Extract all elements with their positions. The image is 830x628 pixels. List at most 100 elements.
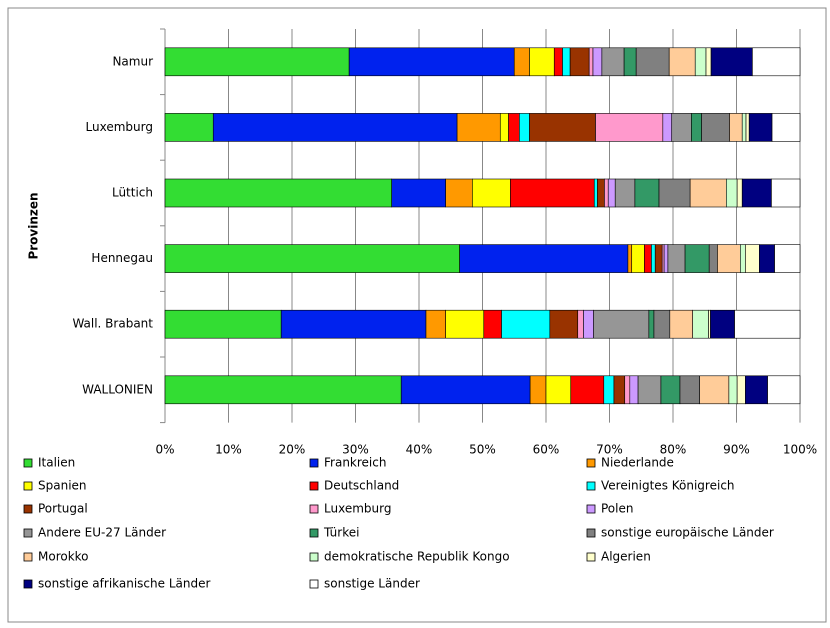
bar-segment [595, 113, 664, 142]
bar-segment [771, 178, 801, 208]
y-axis-label: Provinzen [27, 192, 41, 259]
y-tick-label: Hennegau [91, 251, 153, 265]
bar-segment [726, 178, 738, 208]
bar-segment [708, 244, 718, 273]
bar-segment [668, 47, 696, 77]
x-tick-label: 90% [723, 443, 750, 457]
y-tick-label: WALLONIEN [82, 382, 153, 396]
x-tick-label: 40% [406, 443, 433, 457]
bar-segment [745, 113, 750, 142]
bar-segment [472, 178, 511, 208]
bar-segment [752, 47, 801, 77]
bar-segment [654, 244, 663, 273]
bar-segment [774, 244, 801, 273]
x-tick-label: 80% [660, 443, 687, 457]
legend-label: Andere EU-27 Länder [38, 526, 166, 540]
legend-swatch [23, 481, 33, 491]
bar-segment [164, 244, 460, 273]
bar-segment [459, 244, 629, 273]
bar-segment [679, 375, 700, 405]
bar-segment [597, 178, 605, 208]
bar-segment [745, 375, 768, 405]
bar-segment [637, 375, 662, 405]
bar-segment [400, 375, 531, 405]
bar-segment [391, 178, 446, 208]
bar-segment [663, 244, 669, 273]
bar-segment [348, 47, 515, 77]
legend-swatch [586, 504, 596, 514]
bar-segment [653, 309, 671, 339]
bar-segment [745, 244, 760, 273]
bar-segment [501, 309, 551, 339]
bar-segment [592, 47, 603, 77]
legend-label: Türkei [323, 526, 359, 540]
bar-segment [694, 47, 707, 77]
legend-swatch [23, 504, 33, 514]
x-tick-label: 30% [342, 443, 369, 457]
legend-swatch [586, 528, 596, 538]
bar-segment [445, 178, 473, 208]
x-tick-label: 100% [783, 443, 817, 457]
bar-segment [549, 309, 579, 339]
bar-segment [701, 113, 730, 142]
bar-segment [164, 113, 214, 142]
bar-segment [717, 244, 741, 273]
bar-segment [710, 47, 753, 77]
bar-segment [635, 47, 670, 77]
bar-segment [553, 47, 563, 77]
bar-segment [513, 47, 530, 77]
bar-segment [614, 178, 636, 208]
bar-segment [736, 178, 743, 208]
legend-label: demokratische Republik Kongo [324, 550, 510, 564]
legend-swatch [23, 552, 33, 562]
bar-segment [644, 244, 652, 273]
bar-segment [164, 47, 350, 77]
bar-segment [671, 113, 692, 142]
bar-segment [684, 244, 710, 273]
legend-swatch [309, 458, 319, 468]
legend-label: Algerien [601, 550, 651, 564]
x-tick-label: 20% [279, 443, 306, 457]
bar-segment [734, 309, 801, 339]
bar-segment [624, 375, 631, 405]
bar-segment [425, 309, 446, 339]
legend-swatch [23, 458, 33, 468]
bar-segment [691, 113, 702, 142]
bar-segment [569, 47, 590, 77]
bar-segment [613, 375, 626, 405]
bar-segment [692, 309, 709, 339]
legend-label: Italien [38, 456, 75, 470]
bar-segment [562, 47, 571, 77]
bar-segment [669, 309, 693, 339]
y-tick-label: Namur [112, 54, 153, 68]
legend-swatch [586, 458, 596, 468]
bar-segment [627, 244, 633, 273]
bar-segment [705, 47, 712, 77]
legend-label: Portugal [38, 502, 88, 516]
bar-segment [164, 309, 282, 339]
x-tick-label: 70% [596, 443, 623, 457]
legend-label: Luxemburg [324, 502, 391, 516]
bar-segment [667, 244, 686, 273]
y-tick-label: Lüttich [112, 186, 153, 200]
legend-swatch [23, 528, 33, 538]
bar-segment [740, 244, 746, 273]
bar-segment [508, 113, 520, 142]
bar-segment [629, 375, 639, 405]
bar-segment [212, 113, 458, 142]
bar-segment [280, 309, 427, 339]
x-tick-label: 50% [469, 443, 496, 457]
bar-segment [748, 113, 773, 142]
bar-segment [519, 113, 530, 142]
legend-label: Frankreich [324, 456, 386, 470]
bar-segment [699, 375, 730, 405]
bar-segment [529, 47, 555, 77]
y-tick-label: Luxemburg [86, 120, 153, 134]
bar-segment [660, 375, 681, 405]
bar-segment [634, 178, 660, 208]
legend-swatch [309, 528, 319, 538]
legend-swatch [586, 552, 596, 562]
bar-segment [588, 47, 594, 77]
bar-segment [736, 375, 746, 405]
bar-segment [728, 375, 738, 405]
